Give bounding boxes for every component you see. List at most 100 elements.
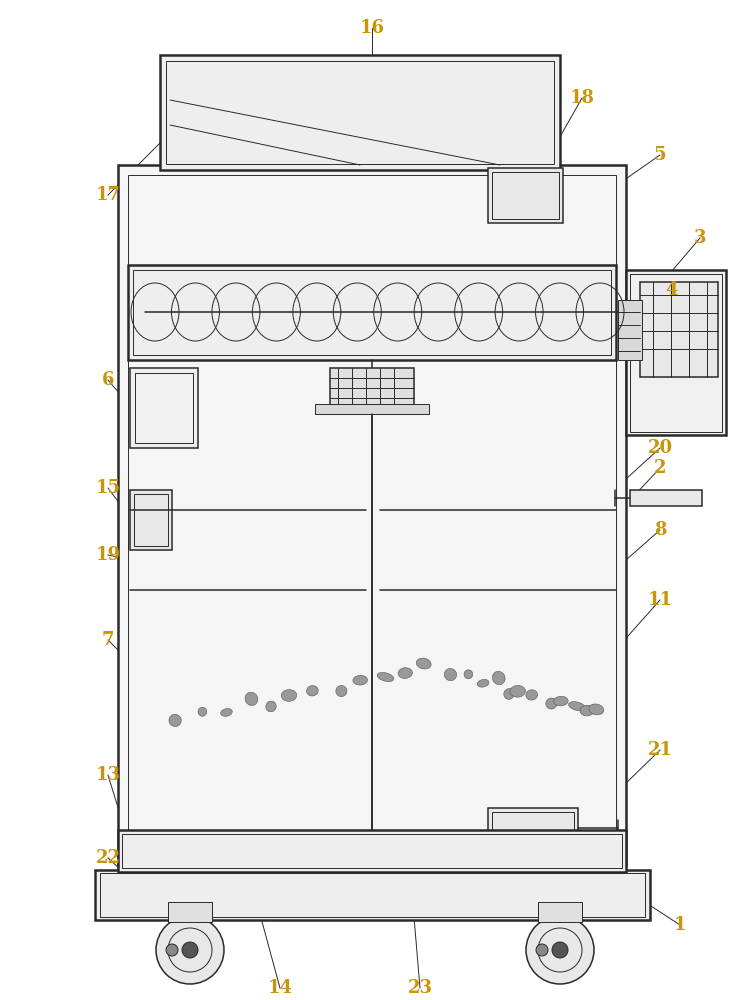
Text: 13: 13 <box>96 766 121 784</box>
Text: 11: 11 <box>648 591 673 609</box>
Circle shape <box>552 942 568 958</box>
Bar <box>315 404 429 414</box>
Bar <box>166 61 554 164</box>
Bar <box>199 560 243 570</box>
Bar <box>253 480 297 540</box>
Bar <box>449 560 493 620</box>
Bar <box>133 270 611 355</box>
Bar <box>253 600 297 610</box>
Circle shape <box>526 916 594 984</box>
Bar <box>95 870 650 920</box>
Bar <box>199 480 243 490</box>
Text: 21: 21 <box>648 741 673 759</box>
Bar <box>395 560 439 620</box>
Bar <box>510 500 541 520</box>
Text: 4: 4 <box>666 281 679 299</box>
Text: 20: 20 <box>648 439 673 457</box>
Bar <box>618 300 642 360</box>
Bar <box>395 480 439 490</box>
Bar <box>455 500 486 520</box>
Text: 6: 6 <box>102 371 115 389</box>
Circle shape <box>156 916 224 984</box>
Circle shape <box>182 942 198 958</box>
Circle shape <box>154 704 182 732</box>
Bar <box>145 560 189 570</box>
Ellipse shape <box>580 705 594 716</box>
Bar <box>557 480 601 490</box>
Bar <box>503 480 547 490</box>
Ellipse shape <box>398 668 412 678</box>
Bar <box>199 520 243 530</box>
Bar <box>626 270 726 435</box>
Text: 5: 5 <box>654 146 667 164</box>
Ellipse shape <box>307 686 318 696</box>
Ellipse shape <box>492 671 505 685</box>
Bar <box>503 560 547 620</box>
Ellipse shape <box>169 714 181 726</box>
Bar <box>307 520 351 530</box>
Text: 2: 2 <box>654 459 667 477</box>
Ellipse shape <box>546 698 557 709</box>
Bar <box>314 580 345 600</box>
Bar <box>307 480 351 540</box>
Bar <box>402 500 432 520</box>
Bar <box>449 560 493 570</box>
Text: 23: 23 <box>407 979 433 997</box>
Bar <box>640 282 718 377</box>
Text: 8: 8 <box>654 521 667 539</box>
Bar <box>145 480 189 540</box>
Bar <box>395 600 439 610</box>
Bar <box>563 580 594 600</box>
Bar <box>455 580 486 600</box>
Bar <box>152 500 182 520</box>
Bar <box>145 560 189 620</box>
Bar <box>145 600 189 610</box>
Text: 7: 7 <box>102 631 115 649</box>
Ellipse shape <box>569 702 585 711</box>
Bar <box>557 520 601 530</box>
Ellipse shape <box>198 707 207 716</box>
Bar <box>118 165 626 865</box>
Bar <box>199 480 243 540</box>
Bar <box>488 168 563 223</box>
Ellipse shape <box>416 658 431 669</box>
Ellipse shape <box>510 685 526 697</box>
Text: 3: 3 <box>694 229 706 247</box>
Text: 16: 16 <box>360 19 385 37</box>
Bar <box>510 580 541 600</box>
Ellipse shape <box>221 709 232 716</box>
Ellipse shape <box>266 701 276 712</box>
Bar <box>402 580 432 600</box>
Bar <box>557 600 601 610</box>
Circle shape <box>434 654 462 682</box>
Bar <box>206 500 237 520</box>
Bar <box>449 520 493 530</box>
Bar <box>259 580 290 600</box>
Circle shape <box>594 704 622 732</box>
Bar <box>135 373 193 443</box>
Bar <box>492 172 559 219</box>
Bar <box>168 902 212 922</box>
Bar <box>307 480 351 490</box>
Ellipse shape <box>477 679 489 687</box>
Bar <box>630 490 702 506</box>
Bar <box>395 560 439 570</box>
Ellipse shape <box>353 675 367 685</box>
Bar <box>160 55 560 170</box>
Bar <box>134 494 168 546</box>
Ellipse shape <box>336 686 347 697</box>
Bar <box>395 480 439 540</box>
Bar <box>563 500 594 520</box>
Bar <box>330 368 414 406</box>
Bar <box>253 480 297 490</box>
Bar <box>449 600 493 610</box>
Bar <box>122 834 622 868</box>
Bar <box>557 480 601 540</box>
Bar <box>395 520 439 530</box>
Bar <box>557 560 601 620</box>
Circle shape <box>426 654 454 682</box>
Bar <box>492 812 574 844</box>
Bar <box>253 560 297 570</box>
Ellipse shape <box>526 690 538 700</box>
Text: 18: 18 <box>569 89 594 107</box>
